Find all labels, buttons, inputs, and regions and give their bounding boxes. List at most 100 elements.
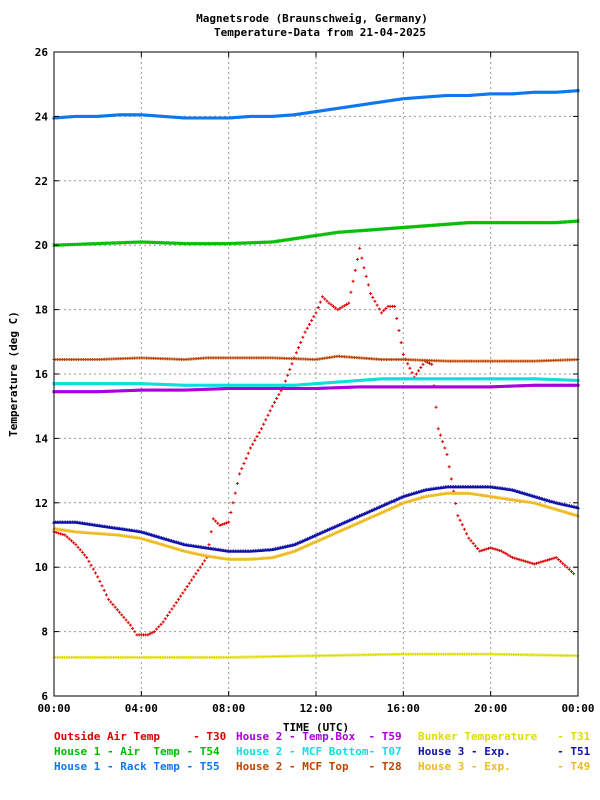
data-point [274,386,278,390]
data-point [491,547,495,551]
data-point [87,382,91,386]
data-point [118,389,122,393]
data-point [336,106,340,110]
data-point [67,537,71,541]
data-point [508,554,512,558]
data-point [514,92,518,96]
data-point [511,384,515,388]
data-point [323,297,327,301]
data-point [393,385,397,389]
data-point [459,385,463,389]
legend-item-t07: House 2 - MCF Bottom- T07 [236,745,402,758]
data-point [462,527,466,531]
data-point [64,115,68,119]
data-point [111,113,115,117]
data-point [494,377,498,381]
data-point [80,382,84,386]
data-point [146,113,150,117]
data-point [517,384,521,388]
data-point [324,108,328,112]
data-point [150,388,154,392]
data-point [166,388,170,392]
data-point [405,96,409,100]
data-point [61,382,65,386]
data-point [146,633,150,637]
data-point [101,114,105,118]
data-point [303,330,307,334]
data-point [125,382,129,386]
data-point [326,381,330,385]
data-point [159,114,163,118]
data-point [178,383,182,387]
data-point [276,386,280,390]
data-point [386,377,390,381]
data-point [304,386,308,390]
data-point [255,383,259,387]
data-point [471,385,475,389]
data-point [484,92,488,96]
data-point [155,388,159,392]
data-point [108,389,112,393]
data-point [109,600,113,604]
data-point [348,379,352,383]
data-point [107,114,111,118]
data-point [415,96,419,100]
data-point [503,377,507,381]
data-point [159,382,163,386]
data-point [436,377,440,381]
data-point [264,418,268,422]
data-point [548,557,552,561]
data-point [238,472,242,476]
data-point [403,385,407,389]
data-point [176,116,180,120]
data-point [377,385,381,389]
data-point [277,393,281,397]
data-point [87,390,91,394]
data-point [465,532,469,536]
data-point [78,390,82,394]
data-point [532,383,536,387]
data-point [370,385,374,389]
data-point [104,389,108,393]
data-point [295,386,299,390]
data-point [506,384,510,388]
data-point [183,588,187,592]
data-point [152,630,156,634]
data-point [223,383,227,387]
data-point [511,377,515,381]
data-point [335,386,339,390]
data-point [564,383,568,387]
data-point [209,530,213,534]
data-point [239,386,243,390]
data-point [332,380,336,384]
data-point [126,621,130,625]
data-point [443,446,447,450]
data-point [525,384,529,388]
data-point [552,90,556,94]
data-point [118,113,121,117]
data-point [475,377,479,381]
data-point [286,373,290,377]
data-point [306,111,310,115]
data-point [321,381,325,385]
data-point [571,383,575,387]
data-point [136,382,140,386]
data-point [363,378,367,382]
data-point [55,390,59,394]
legend-item-t59: House 2 - Temp.Box - T59 [236,730,402,743]
data-point [373,101,377,105]
data-point [85,556,89,560]
data-point [529,90,533,94]
data-point [122,389,126,393]
data-point [242,386,246,390]
data-point [469,539,473,543]
data-point [567,567,571,571]
data-point [213,383,217,387]
data-point [366,102,370,106]
data-point [497,385,501,389]
data-point [382,309,386,313]
data-point [242,115,246,119]
data-point [534,383,538,387]
data-point [96,575,100,579]
data-point [180,388,184,392]
